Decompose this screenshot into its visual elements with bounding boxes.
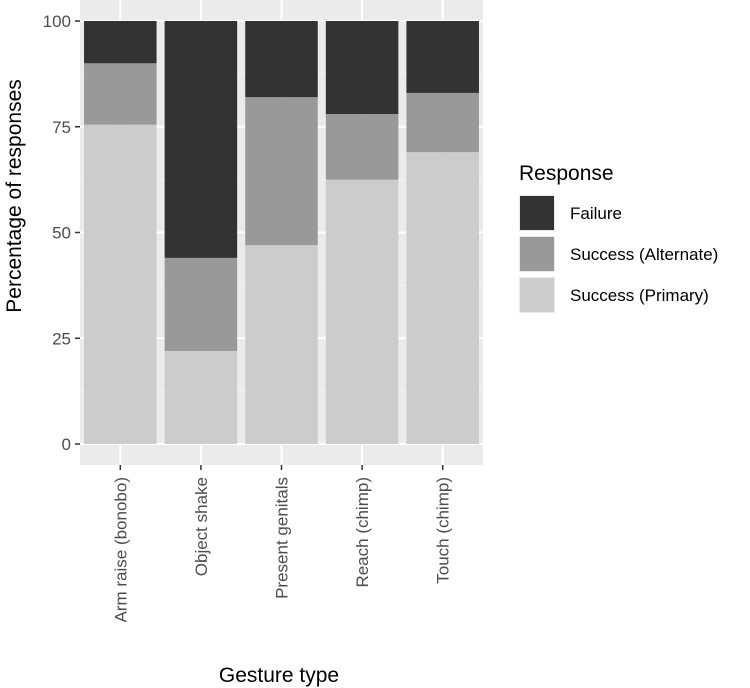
- x-tick-label: Object shake: [192, 477, 211, 576]
- x-axis: Arm raise (bonobo) Object shake Present ge…: [111, 465, 453, 623]
- bar-present-genitals-success-alternate: [245, 97, 318, 246]
- bars: [84, 21, 479, 444]
- y-tick-label: 75: [52, 118, 71, 137]
- legend-label-success-alternate: Success (Alternate): [570, 245, 718, 264]
- bar-arm-raise-bonobo-success-primary: [84, 124, 157, 444]
- x-tick-label: Arm raise (bonobo): [111, 477, 130, 623]
- bar-present-genitals-success-primary: [245, 245, 318, 444]
- y-tick-label: 25: [52, 329, 71, 348]
- y-tick-label: 100: [43, 12, 71, 31]
- x-tick-label: Touch (chimp): [434, 477, 453, 584]
- legend-label-success-primary: Success (Primary): [570, 286, 709, 305]
- bar-object-shake-success-primary: [164, 350, 238, 444]
- bar-touch-chimp-success-alternate: [406, 92, 479, 153]
- bar-reach-chimp-success-primary: [325, 179, 399, 444]
- x-tick-label: Reach (chimp): [353, 477, 372, 588]
- legend-swatch-success-alternate: [520, 237, 554, 271]
- legend-swatch-success-primary: [520, 278, 554, 312]
- x-axis-title: Gesture type: [219, 664, 339, 687]
- legend-label-failure: Failure: [570, 204, 622, 223]
- bar-object-shake-failure: [164, 21, 238, 258]
- bar-arm-raise-bonobo-success-alternate: [84, 63, 157, 125]
- legend: Response Failure Success (Alternate) Succe…: [519, 162, 718, 313]
- bar-reach-chimp-success-alternate: [325, 114, 399, 180]
- y-tick-label: 0: [62, 435, 71, 454]
- bar-touch-chimp-failure: [406, 21, 479, 93]
- legend-swatch-failure: [520, 196, 554, 230]
- y-tick-label: 50: [52, 224, 71, 243]
- x-tick-label: Present genitals: [273, 477, 292, 599]
- y-axis: 0 25 50 75 100: [43, 12, 80, 454]
- bar-touch-chimp-success-primary: [406, 152, 479, 444]
- bar-object-shake-success-alternate: [164, 257, 238, 351]
- bar-reach-chimp-failure: [325, 21, 399, 115]
- y-axis-title: Percentage of responses: [3, 79, 26, 312]
- legend-title: Response: [519, 162, 614, 185]
- bar-arm-raise-bonobo-failure: [84, 21, 157, 64]
- bar-present-genitals-failure: [245, 21, 318, 98]
